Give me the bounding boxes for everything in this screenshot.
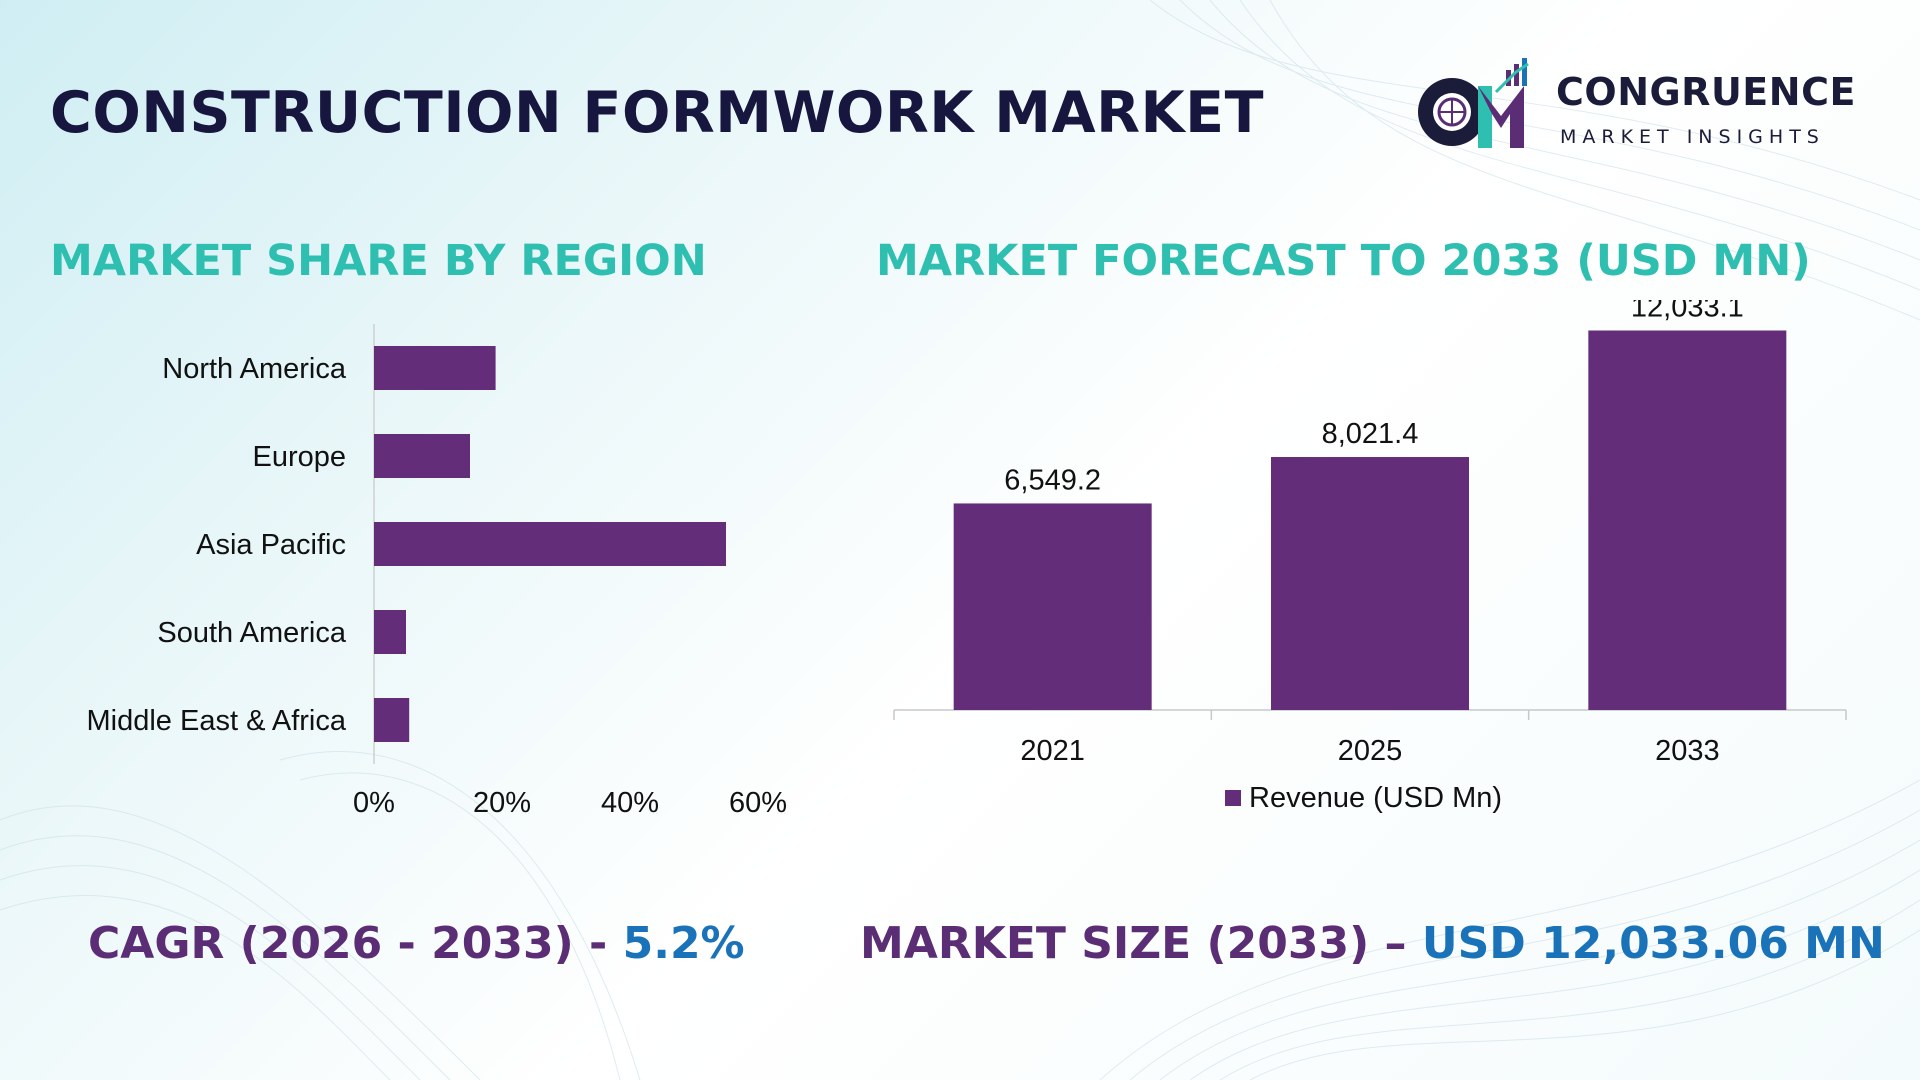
forecast-bar-value-label: 12,033.1 bbox=[1631, 300, 1744, 323]
forecast-x-tick-label: 2033 bbox=[1655, 735, 1720, 767]
cagr-value: 5.2% bbox=[622, 918, 745, 969]
region-bar-3 bbox=[374, 610, 406, 654]
region-x-tick-label: 20% bbox=[473, 787, 531, 819]
region-category-label: South America bbox=[157, 617, 346, 649]
region-x-tick-label: 40% bbox=[601, 787, 659, 819]
region-category-label: Asia Pacific bbox=[196, 529, 346, 561]
logo-tagline: MARKET INSIGHTS bbox=[1560, 126, 1825, 148]
market-size-stat: MARKET SIZE (2033) – USD 12,033.06 MN bbox=[860, 918, 1885, 969]
region-category-label: Europe bbox=[252, 441, 346, 473]
forecast-x-tick-label: 2021 bbox=[1020, 735, 1085, 767]
region-category-label: North America bbox=[162, 353, 347, 385]
region-category-label: Middle East & Africa bbox=[87, 705, 347, 737]
region-x-tick-label: 60% bbox=[729, 787, 787, 819]
region-bar-0 bbox=[374, 346, 496, 390]
logo-wordmark: CONGRUENCE bbox=[1556, 70, 1856, 114]
forecast-chart: 6,549.2 2021 8,021.4 2025 12,033.1 2033 Revenu… bbox=[893, 300, 1847, 814]
forecast-chart-title: MARKET FORECAST TO 2033 (USD MN) bbox=[876, 236, 1811, 286]
company-logo: CONGRUENCE MARKET INSIGHTS bbox=[1400, 56, 1880, 162]
cagr-label: CAGR (2026 - 2033) - bbox=[88, 918, 623, 969]
forecast-x-tick-label: 2025 bbox=[1338, 735, 1403, 767]
legend-label: Revenue (USD Mn) bbox=[1249, 782, 1502, 814]
page-title: CONSTRUCTION FORMWORK MARKET bbox=[50, 80, 1264, 146]
region-share-chart: North America Europe Asia Pacific South Ame… bbox=[87, 324, 787, 819]
region-chart-title: MARKET SHARE BY REGION bbox=[50, 236, 707, 286]
forecast-bar-2025 bbox=[1271, 457, 1469, 710]
forecast-bar-value-label: 6,549.2 bbox=[1004, 464, 1101, 496]
market-size-label: MARKET SIZE (2033) – bbox=[860, 918, 1422, 969]
forecast-bar-2021 bbox=[953, 503, 1152, 710]
forecast-bar-value-label: 8,021.4 bbox=[1322, 418, 1419, 450]
legend-swatch bbox=[1225, 790, 1241, 806]
region-bar-1 bbox=[374, 434, 470, 478]
region-bar-4 bbox=[374, 698, 410, 742]
region-x-tick-label: 0% bbox=[353, 787, 395, 819]
cagr-stat: CAGR (2026 - 2033) - 5.2% bbox=[88, 918, 745, 969]
logo-mark-icon bbox=[1418, 58, 1529, 148]
market-size-value: USD 12,033.06 MN bbox=[1421, 918, 1885, 969]
forecast-bar-2033 bbox=[1588, 330, 1787, 710]
region-bar-2 bbox=[374, 522, 726, 566]
